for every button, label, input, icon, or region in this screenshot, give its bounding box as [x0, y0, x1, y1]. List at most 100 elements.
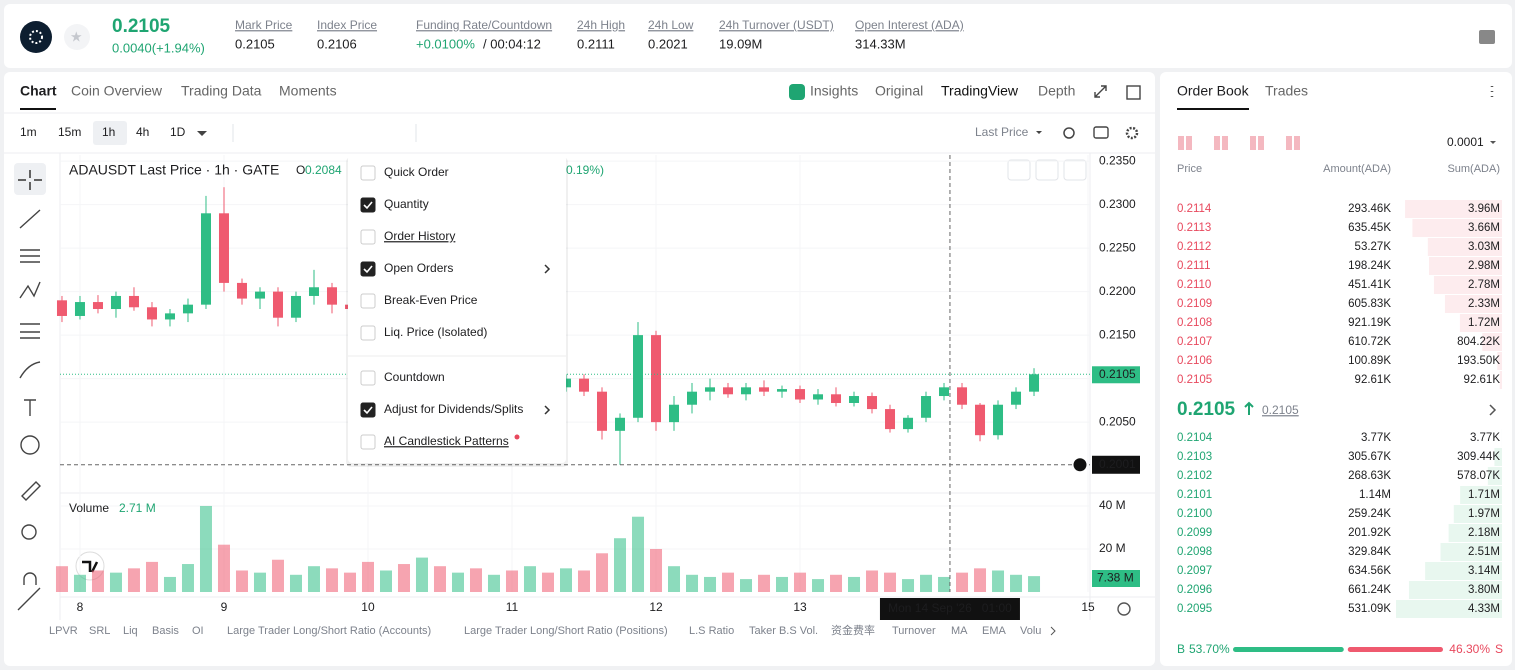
checkbox[interactable]	[360, 197, 376, 213]
chart-control[interactable]	[1035, 159, 1059, 181]
indicator[interactable]: L.S Ratio	[689, 625, 734, 637]
menu-item[interactable]: Countdown	[384, 370, 445, 384]
caret	[1490, 141, 1496, 144]
menu-item[interactable]: AI Candlestick Patterns	[384, 434, 509, 448]
volume-badge-label: 7.38 M	[1097, 571, 1134, 585]
camera-icon[interactable]	[1093, 126, 1109, 139]
indicator[interactable]: 资金费率	[831, 623, 875, 637]
volume-bar	[271, 559, 284, 592]
ob-amount: 92.61K	[1355, 374, 1392, 386]
volume-bar	[686, 574, 699, 592]
interval[interactable]: 4h	[136, 125, 149, 139]
ob-sum: 3.77K	[1470, 432, 1500, 444]
chart-control[interactable]	[1063, 159, 1087, 181]
candle-body	[290, 295, 301, 318]
search-icon[interactable]	[1063, 127, 1075, 139]
buy-letter: B	[1177, 642, 1185, 656]
ob-amount: 100.89K	[1348, 355, 1391, 367]
chevron[interactable]	[1489, 404, 1497, 416]
checkbox[interactable]	[360, 370, 376, 386]
checkbox[interactable]	[360, 229, 376, 245]
ob-sum: 1.97M	[1468, 508, 1500, 520]
checkbox[interactable]	[360, 261, 376, 277]
candle-body	[272, 291, 283, 318]
checkbox[interactable]	[360, 325, 376, 341]
chart-tab[interactable]: Moments	[279, 83, 337, 99]
view-tab[interactable]: Original	[875, 83, 923, 99]
interval[interactable]: 1h	[102, 125, 115, 139]
favorite-button[interactable]	[64, 24, 90, 50]
indicator[interactable]: Basis	[152, 625, 179, 637]
ob-amount: 259.24K	[1348, 508, 1391, 520]
ob-amount: 198.24K	[1348, 260, 1391, 272]
ob-sum: 1.71M	[1468, 489, 1500, 501]
indicator[interactable]: Liq	[123, 625, 138, 637]
ob-price: 0.2095	[1177, 603, 1212, 615]
interval[interactable]: 15m	[58, 125, 81, 139]
indicator[interactable]: MA	[951, 625, 968, 637]
checkbox[interactable]	[360, 402, 376, 418]
indicator[interactable]: SRL	[89, 625, 110, 637]
field-value: 19.09M	[719, 36, 762, 51]
indicator[interactable]: OI	[192, 625, 204, 637]
indicator[interactable]: Volu	[1020, 625, 1041, 637]
view-tab[interactable]: Insights	[810, 83, 858, 99]
candle-body	[993, 404, 1004, 436]
chart-control[interactable]	[1007, 159, 1031, 181]
chart-tab[interactable]: Trading Data	[181, 83, 262, 99]
indicator[interactable]: Turnover	[892, 625, 936, 637]
price-source[interactable]: Last Price	[975, 125, 1029, 139]
menu-item[interactable]: Open Orders	[384, 261, 453, 275]
volume-bar	[740, 579, 753, 592]
indicator[interactable]: Large Trader Long/Short Ratio (Accounts)	[227, 625, 431, 637]
menu-item[interactable]: Liq. Price (Isolated)	[384, 325, 487, 339]
crosshair-tool[interactable]	[14, 163, 46, 195]
ob-price: 0.2103	[1177, 451, 1212, 463]
emoji-tool[interactable]	[20, 435, 40, 455]
indicator[interactable]: EMA	[982, 625, 1007, 637]
ob-price: 0.2112	[1177, 241, 1211, 253]
checkbox[interactable]	[360, 293, 376, 309]
y-tick-label: 0.2200	[1099, 284, 1136, 298]
ob-tab-underline	[1177, 108, 1249, 110]
depth-bar	[1440, 543, 1502, 561]
window-icon[interactable]	[1126, 85, 1141, 100]
menu-item[interactable]: Quick Order	[384, 165, 449, 179]
zoom-tool[interactable]	[21, 524, 37, 540]
precision-select[interactable]: 0.0001	[1447, 135, 1484, 149]
view-tab[interactable]: Depth	[1038, 83, 1075, 99]
settings-icon[interactable]	[1125, 126, 1139, 140]
layout-icon[interactable]	[1479, 30, 1495, 44]
menu-item[interactable]: Order History	[384, 229, 455, 243]
view-tab[interactable]: TradingView	[941, 83, 1019, 99]
menu-item[interactable]: Quantity	[384, 197, 429, 211]
interval[interactable]: 1D	[170, 125, 186, 139]
ob-tab[interactable]: Order Book	[1177, 83, 1250, 99]
legend-change: 0.19%)	[566, 163, 604, 177]
x-tick-label: 12	[649, 600, 663, 614]
crosshair-time: Mon 14 Sep '26 01:00	[888, 601, 1012, 615]
menu-item[interactable]: Adjust for Dividends/Splits	[384, 402, 523, 416]
candle-body	[867, 396, 878, 410]
expand-icon[interactable]	[1094, 85, 1107, 98]
indicator[interactable]: LPVR	[49, 625, 78, 637]
add-alert[interactable]	[1072, 457, 1088, 473]
chart-tab[interactable]: Chart	[20, 83, 57, 99]
checkbox[interactable]	[360, 165, 376, 181]
ob-sum: 193.50K	[1457, 355, 1500, 367]
view-mode-icons[interactable]	[1178, 136, 1300, 150]
chart-tab[interactable]: Coin Overview	[71, 83, 163, 99]
volume-bar	[722, 572, 735, 592]
menu-item[interactable]: Break-Even Price	[384, 293, 478, 307]
settings-icon[interactable]	[1117, 602, 1131, 616]
volume-bar	[541, 572, 554, 592]
indicator[interactable]: Large Trader Long/Short Ratio (Positions…	[464, 625, 668, 637]
ob-tab[interactable]: Trades	[1265, 83, 1308, 99]
toolbar-sep	[232, 124, 417, 142]
v-tick-label: 20 M	[1099, 541, 1126, 555]
volume-bar	[1010, 574, 1023, 592]
checkbox[interactable]	[360, 434, 376, 450]
interval[interactable]: 1m	[20, 125, 37, 139]
volume-bar	[920, 574, 933, 592]
indicator[interactable]: Taker B.S Vol.	[749, 625, 818, 637]
